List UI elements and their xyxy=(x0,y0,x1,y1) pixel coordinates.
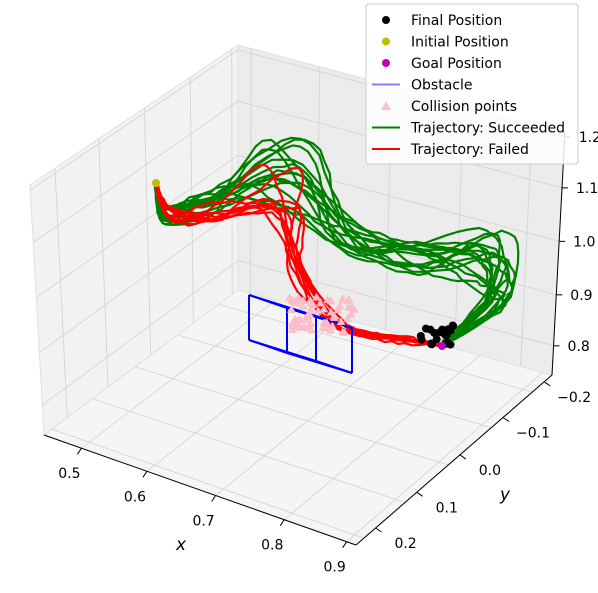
z-tick-label: 1.2 xyxy=(579,130,598,146)
x-tick-label: 0.7 xyxy=(192,514,214,530)
x-tick-mark xyxy=(280,520,284,526)
legend: Final Position Initial Position Goal Posit… xyxy=(366,4,578,164)
legend-label: Collision points xyxy=(411,99,517,115)
legend-label: Trajectory: Succeeded xyxy=(410,121,565,137)
y-tick-label: 0.2 xyxy=(394,536,416,552)
x-tick-label: 0.8 xyxy=(261,538,283,554)
x-tick-label: 0.5 xyxy=(58,466,80,482)
z-tick-label: 0.9 xyxy=(570,288,592,304)
y-tick-label: 0.1 xyxy=(436,500,458,516)
final-position-point xyxy=(426,326,434,334)
final-position-point xyxy=(449,322,457,330)
z-tick-label: 0.8 xyxy=(568,339,590,355)
legend-label: Initial Position xyxy=(411,35,509,51)
final-position-point xyxy=(418,336,426,344)
final-position-point xyxy=(427,340,435,348)
x-tick-mark xyxy=(77,448,81,454)
x-axis-label: x xyxy=(175,535,187,555)
x-tick-mark xyxy=(143,471,147,477)
y-tick-mark xyxy=(417,492,423,496)
legend-label: Goal Position xyxy=(411,56,502,72)
x-tick-mark xyxy=(212,496,216,502)
final-position-point xyxy=(438,326,446,334)
y-tick-mark xyxy=(376,528,382,532)
x-tick-label: 0.9 xyxy=(324,560,346,576)
legend-marker-circle xyxy=(382,38,390,46)
z-tick-label: 1.0 xyxy=(573,234,595,250)
z-tick-label: 1.1 xyxy=(576,181,598,197)
legend-marker-circle xyxy=(382,59,390,67)
goal-position-point xyxy=(438,342,446,350)
y-axis-label: y xyxy=(499,485,511,505)
legend-marker-circle xyxy=(382,16,390,24)
y-tick-mark xyxy=(460,455,466,459)
x-tick-mark xyxy=(343,542,347,548)
final-position-point xyxy=(446,341,454,349)
legend-label: Obstacle xyxy=(411,78,472,94)
y-tick-label: 0.0 xyxy=(479,463,501,479)
y-tick-mark xyxy=(503,418,509,422)
x-tick-label: 0.6 xyxy=(124,489,146,505)
y-tick-label: −0.1 xyxy=(516,426,550,442)
legend-label: Final Position xyxy=(411,13,502,29)
y-tick-label: −0.2 xyxy=(557,390,591,406)
initial-position-point xyxy=(152,179,160,187)
y-tick-mark xyxy=(544,382,550,386)
legend-label: Trajectory: Failed xyxy=(410,142,529,158)
